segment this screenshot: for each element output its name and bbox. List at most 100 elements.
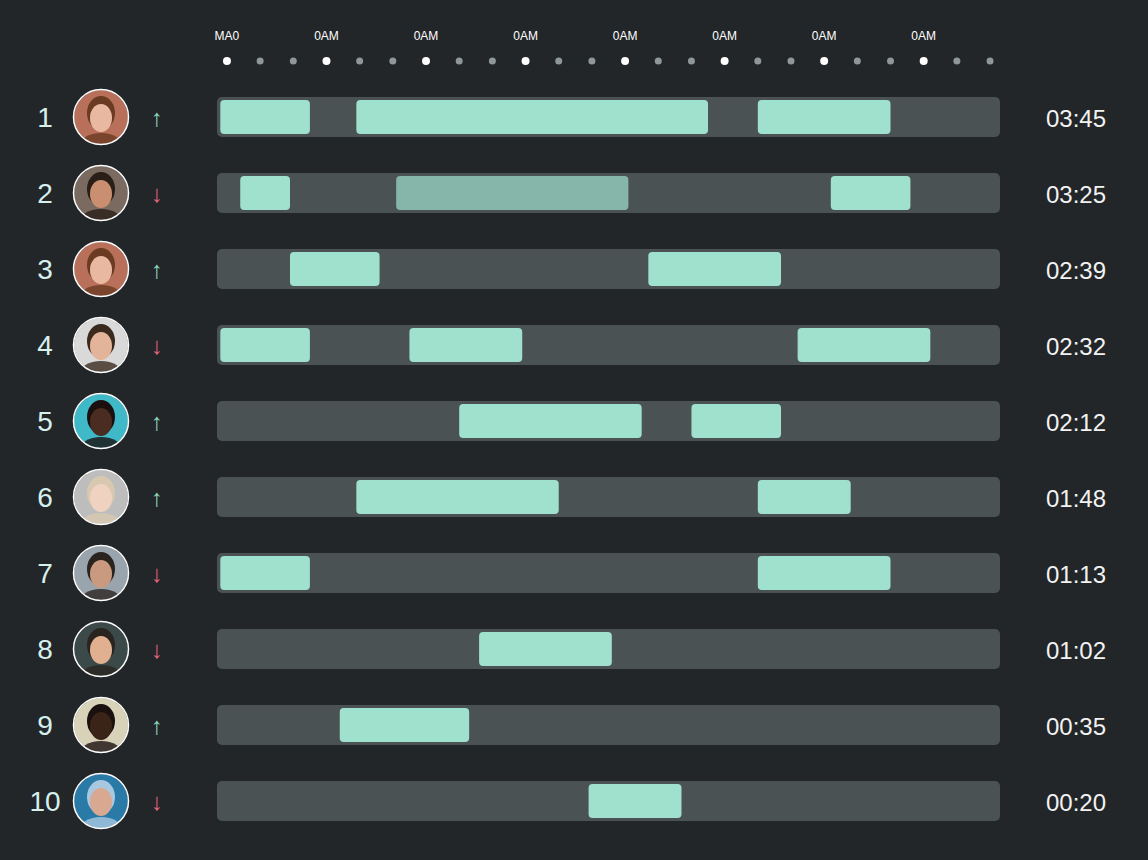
row: 7 ↓ 01:13 [37, 546, 1106, 618]
segment [479, 632, 612, 666]
track [217, 173, 1000, 213]
track [217, 477, 1000, 517]
segment [409, 328, 522, 362]
segments [459, 404, 781, 438]
segments [240, 176, 910, 210]
tick-label: 0AM [314, 29, 339, 43]
minor-dot [356, 58, 363, 65]
rank: 5 [37, 406, 53, 437]
segment [356, 100, 708, 134]
minor-dot [987, 58, 994, 65]
rank: 4 [37, 330, 53, 361]
minor-dot [787, 58, 794, 65]
minor-dot [953, 58, 960, 65]
total-time: 00:35 [1046, 713, 1106, 740]
rank: 10 [29, 786, 60, 817]
track [217, 325, 1000, 365]
tick-label: 0AM [414, 29, 439, 43]
track [217, 97, 1000, 137]
segments [220, 556, 890, 590]
rank: 6 [37, 482, 53, 513]
trend-arrow: ↑ [151, 104, 163, 131]
total-time: 01:13 [1046, 561, 1106, 588]
minor-dot [489, 58, 496, 65]
total-time: 00:20 [1046, 789, 1106, 816]
minor-dot [754, 58, 761, 65]
minor-dot [688, 58, 695, 65]
segment [589, 784, 682, 818]
tick-dot [223, 57, 231, 65]
row: 6 ↑ 01:48 [37, 470, 1106, 542]
tick-dot [820, 57, 828, 65]
avatar [74, 394, 129, 466]
avatar [74, 546, 129, 618]
tick-dot [322, 57, 330, 65]
tick-label: 0AM [911, 29, 936, 43]
minor-dot [456, 58, 463, 65]
tick-label: 0AM [613, 29, 638, 43]
track [217, 705, 1000, 745]
track [217, 629, 1000, 669]
segment [290, 252, 380, 286]
minor-dot [389, 58, 396, 65]
segment [691, 404, 781, 438]
track [217, 781, 1000, 821]
segments [220, 328, 930, 362]
segment [220, 556, 310, 590]
x-axis: MA0 0AM 0AM 0AM 0AM 0AM 0AM 0AM [215, 29, 994, 65]
trend-arrow: ↑ [151, 484, 163, 511]
avatar [74, 470, 129, 542]
rank: 7 [37, 558, 53, 589]
total-time: 01:48 [1046, 485, 1106, 512]
tick-dot [721, 57, 729, 65]
total-time: 02:32 [1046, 333, 1106, 360]
segment [459, 404, 641, 438]
minor-dot [257, 58, 264, 65]
segments [479, 632, 612, 666]
minor-dot [588, 58, 595, 65]
trend-arrow: ↑ [151, 408, 163, 435]
avatar [74, 166, 129, 238]
avatar [74, 774, 129, 846]
tick-label: 0AM [513, 29, 538, 43]
row: 4 ↓ 02:32 [37, 318, 1106, 390]
row: 10↓00:20 [29, 774, 1106, 846]
tick-dot [920, 57, 928, 65]
row: 8 ↓ 01:02 [37, 622, 1106, 694]
trend-arrow: ↓ [151, 560, 163, 587]
segments [220, 100, 890, 134]
track [217, 553, 1000, 593]
rank: 9 [37, 710, 53, 741]
row: 9↑00:35 [37, 698, 1106, 770]
tick-label: 0AM [812, 29, 837, 43]
avatar [74, 318, 129, 390]
segment [220, 100, 310, 134]
row: 3↑02:39 [37, 242, 1106, 314]
row: 5↑02:12 [37, 394, 1106, 466]
trend-arrow: ↑ [151, 256, 163, 283]
row: 1↑03:45 [37, 90, 1106, 162]
segment [220, 328, 310, 362]
segment [758, 556, 891, 590]
total-time: 01:02 [1046, 637, 1106, 664]
tick-label: MA0 [215, 29, 240, 43]
tick-label: 0AM [712, 29, 737, 43]
minor-dot [555, 58, 562, 65]
avatar [74, 622, 129, 694]
rank: 8 [37, 634, 53, 665]
trend-arrow: ↓ [151, 636, 163, 663]
avatar [74, 698, 129, 770]
track [217, 249, 1000, 289]
tick-dot [422, 57, 430, 65]
total-time: 03:25 [1046, 181, 1106, 208]
total-time: 03:45 [1046, 105, 1106, 132]
trend-arrow: ↓ [151, 332, 163, 359]
chart: MA00AM0AM0AM0AM0AM0AM0AM1↑03:452↓03:253↑… [0, 0, 1148, 860]
minor-dot [290, 58, 297, 65]
segments [356, 480, 850, 514]
minor-dot [854, 58, 861, 65]
minor-dot [887, 58, 894, 65]
avatar [74, 242, 129, 314]
rank: 3 [37, 254, 53, 285]
segment [240, 176, 290, 210]
